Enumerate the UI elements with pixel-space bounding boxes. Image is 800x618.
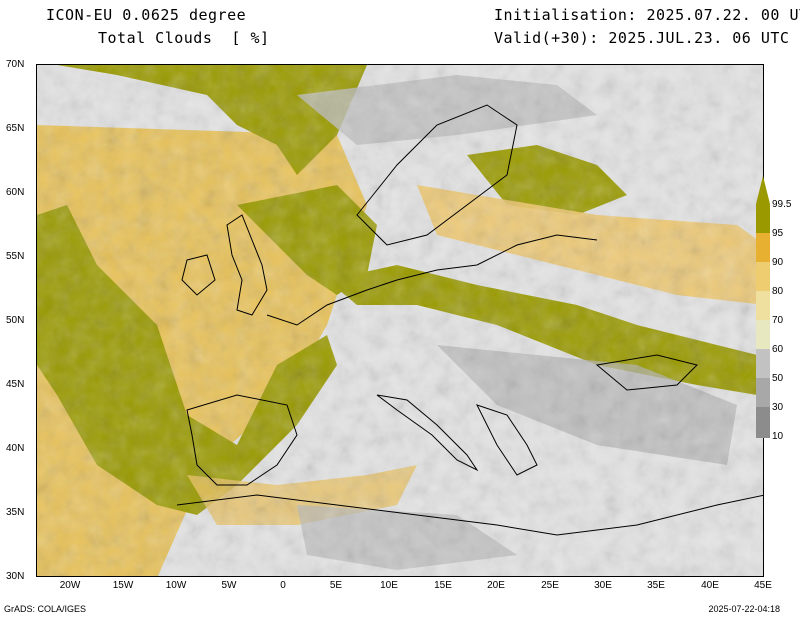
footer-timestamp: 2025-07-22-04:18 [708, 604, 780, 614]
lon-tick: 5E [329, 580, 343, 591]
lon-tick: 45E [754, 580, 772, 591]
colorbar-segment [756, 407, 770, 438]
lon-tick: 25E [541, 580, 559, 591]
valid-time: Valid(+30): 2025.JUL.23. 06 UTC [494, 29, 790, 47]
lon-tick: 5W [221, 580, 237, 591]
lat-tick: 30N [6, 571, 25, 582]
lon-tick: 40E [701, 580, 719, 591]
colorbar-segment [756, 291, 770, 320]
init-time: Initialisation: 2025.07.22. 00 UTC [494, 6, 800, 24]
coast-balkans [476, 404, 538, 476]
cloud-cover-map [36, 64, 764, 577]
colorbar-segment [756, 378, 770, 407]
colorbar-top-triangle [756, 176, 770, 204]
map-canvas [37, 65, 763, 576]
footer-credit: GrADS: COLA/IGES [4, 604, 87, 614]
colorbar-label: 95 [772, 228, 784, 239]
lat-tick: 70N [6, 59, 25, 70]
model-title: ICON-EU 0.0625 degree [46, 6, 247, 24]
coast-scandinavia [356, 104, 518, 246]
colorbar-label: 10 [772, 431, 784, 442]
coast-ireland [181, 254, 216, 296]
lon-tick: 0 [280, 580, 286, 591]
colorbar-label: 99.5 [772, 199, 792, 210]
lon-tick: 20W [59, 580, 81, 591]
coast-great-britain [226, 214, 268, 316]
colorbar [756, 176, 770, 438]
lat-tick: 65N [6, 123, 25, 134]
coastlines [176, 104, 763, 536]
colorbar-segment [756, 233, 770, 262]
lon-tick: 20E [487, 580, 505, 591]
field-title: Total Clouds [ %] [98, 29, 270, 47]
lat-tick: 50N [6, 315, 25, 326]
lon-tick: 10E [380, 580, 398, 591]
coast-north-europe [266, 234, 598, 326]
colorbar-segment [756, 320, 770, 349]
colorbar-label: 90 [772, 257, 784, 268]
lon-tick: 30E [594, 580, 612, 591]
texture-overlay [37, 65, 763, 576]
coast-north-africa [176, 494, 763, 536]
lat-tick: 55N [6, 251, 25, 262]
colorbar-label: 50 [772, 373, 784, 384]
coast-black-sea [595, 354, 698, 391]
lat-tick: 35N [6, 507, 25, 518]
lon-tick: 15E [434, 580, 452, 591]
colorbar-label: 70 [772, 315, 784, 326]
colorbar-segment [756, 349, 770, 378]
colorbar-segment [756, 204, 770, 233]
lat-tick: 60N [6, 187, 25, 198]
lon-tick: 15W [112, 580, 134, 591]
colorbar-label: 60 [772, 344, 784, 355]
lon-tick: 35E [647, 580, 665, 591]
colorbar-label: 30 [772, 402, 784, 413]
coast-iberia [186, 394, 298, 486]
coast-italy [376, 394, 479, 472]
lat-tick: 45N [6, 379, 25, 390]
lat-tick: 40N [6, 443, 25, 454]
colorbar-segment [756, 262, 770, 291]
lon-tick: 10W [165, 580, 187, 591]
colorbar-label: 80 [772, 286, 784, 297]
